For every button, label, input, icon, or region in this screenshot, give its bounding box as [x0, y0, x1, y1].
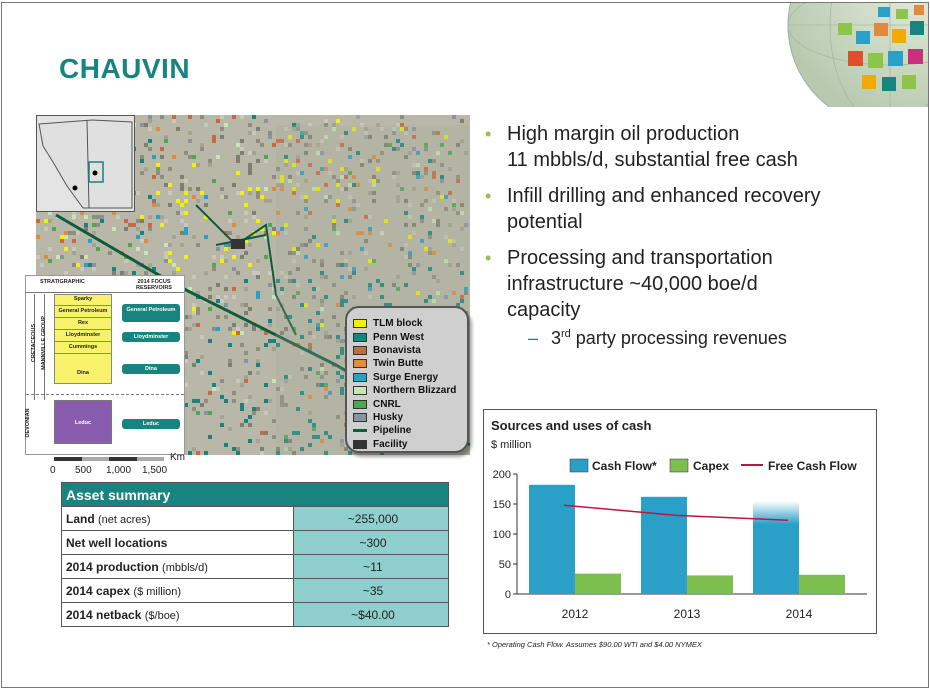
table-row: Land (net acres)~255,000: [62, 507, 449, 531]
row-label: 2014 capex ($ million): [62, 579, 294, 603]
legend-label: Bonavista: [373, 345, 421, 356]
strat-unit: Sparky General Petroleum Rex Lloydminste…: [54, 294, 112, 379]
legend-item: Penn West: [353, 330, 467, 343]
legend-capex-swatch-icon: [670, 459, 688, 472]
legend-label: TLM block: [373, 318, 422, 329]
table-row: Net well locations ~300: [62, 531, 449, 555]
table-row: 2014 production (mbbls/d)~11: [62, 555, 449, 579]
legend-label: Northern Blizzard: [373, 385, 456, 396]
legend-swatch-icon: [353, 319, 367, 328]
strat-header-left: STRATIGRAPHIC: [40, 279, 85, 285]
legend-capex-label: Capex: [693, 459, 729, 473]
scale-tick: 1,000: [106, 465, 131, 476]
legend-swatch-icon: [353, 373, 367, 382]
y-tick-label: 200: [493, 469, 511, 481]
legend-label: CNRL: [373, 399, 401, 410]
legend-swatch-icon: [353, 333, 367, 342]
y-tick-label: 50: [499, 559, 511, 571]
legend-item: TLM block: [353, 317, 467, 330]
facility-swatch-icon: [353, 440, 367, 449]
strat-unit-leduc: Leduc: [54, 400, 112, 444]
map-scale: Km 0 500 1,000 1,500: [50, 455, 210, 479]
bar-capex: [687, 575, 733, 594]
bar-cash-flow: [641, 497, 687, 594]
table-row: 2014 capex ($ million)~35: [62, 579, 449, 603]
province-outline-icon: [37, 116, 134, 211]
reservoir-badge: General Petroleum: [122, 304, 180, 322]
legend-cash-flow-label: Cash Flow*: [592, 459, 657, 473]
legend-item-pipeline: Pipeline: [353, 424, 467, 437]
bullet-item: Infill drilling and enhanced recovery po…: [484, 183, 914, 235]
reservoir-badge: Lloydminster: [122, 332, 180, 342]
legend-item: Husky: [353, 411, 467, 424]
legend-item: Northern Blizzard: [353, 384, 467, 397]
legend-item-facility: Facility: [353, 438, 467, 451]
legend-label: Husky: [373, 412, 403, 423]
scale-tick: 1,500: [142, 465, 167, 476]
legend-item: Bonavista: [353, 344, 467, 357]
row-label: 2014 production (mbbls/d): [62, 555, 294, 579]
scale-unit: Km: [170, 452, 185, 463]
reservoir-badge: Dina: [122, 364, 180, 374]
row-label: Land (net acres): [62, 507, 294, 531]
x-tick-label: 2012: [562, 607, 589, 621]
map-legend: TLM block Penn West Bonavista Twin Butte Sur…: [345, 306, 469, 453]
bar-cash-flow: [529, 485, 575, 594]
bar-capex: [799, 575, 845, 594]
row-value: ~11: [294, 555, 449, 579]
legend-swatch-icon: [353, 386, 367, 395]
legend-label: Twin Butte: [373, 358, 423, 369]
bullet-list: High margin oil production 11 mbbls/d, s…: [484, 121, 914, 351]
chart-legend: Cash Flow* Capex Free Cash Flow: [570, 459, 857, 473]
devonian-label: DEVONIAN: [25, 393, 31, 453]
page-title: CHAUVIN: [59, 53, 190, 85]
bar-capex: [575, 574, 621, 594]
legend-swatch-icon: [353, 400, 367, 409]
sub-bullet-item: –3rd party processing revenues: [484, 325, 914, 351]
row-value: ~35: [294, 579, 449, 603]
bullet-item: Processing and transportation infrastruc…: [484, 245, 914, 323]
legend-item: CNRL: [353, 397, 467, 410]
x-tick-label: 2013: [674, 607, 701, 621]
row-value: ~$40.00: [294, 603, 449, 627]
locator-inset-map: [36, 115, 135, 212]
scale-bar-icon: [54, 457, 164, 461]
y-tick-label: 100: [493, 529, 511, 541]
row-label: Net well locations: [62, 531, 294, 555]
stratigraphic-column: STRATIGRAPHIC 2014 FOCUS RESERVOIRS CRET…: [25, 275, 185, 455]
pipeline-swatch-icon: [353, 429, 367, 432]
legend-swatch-icon: [353, 346, 367, 355]
era-label: CRETACEOUS: [31, 303, 37, 383]
legend-label: Penn West: [373, 332, 424, 343]
scale-tick: 500: [75, 465, 92, 476]
strat-header-right: 2014 FOCUS RESERVOIRS: [124, 279, 184, 291]
y-tick-label: 150: [493, 499, 511, 511]
table-header: Asset summary: [62, 483, 449, 507]
row-value: ~300: [294, 531, 449, 555]
legend-cash-flow-swatch-icon: [570, 459, 588, 472]
bar-cash-flow: [753, 501, 799, 594]
table-row: 2014 netback ($/boe)~$40.00: [62, 603, 449, 627]
row-label: 2014 netback ($/boe): [62, 603, 294, 627]
legend-item: Surge Energy: [353, 371, 467, 384]
legend-fcf-label: Free Cash Flow: [768, 459, 857, 473]
scale-tick: 0: [50, 465, 56, 476]
legend-swatch-icon: [353, 359, 367, 368]
group-label: MANNVILLE GROUP: [41, 303, 47, 383]
globe-logo-icon: [778, 3, 928, 107]
y-tick-label: 0: [505, 589, 511, 601]
legend-item: Twin Butte: [353, 357, 467, 370]
bullet-item: High margin oil production 11 mbbls/d, s…: [484, 121, 914, 173]
row-value: ~255,000: [294, 507, 449, 531]
x-tick-label: 2014: [786, 607, 813, 621]
footnote: * Operating Cash Flow. Assumes $90.00 WT…: [487, 640, 702, 649]
chart-plot: 0 50 100 150 200 2012 2013 2014 Cash Flow* Capex F…: [484, 410, 876, 633]
legend-label: Surge Energy: [373, 372, 438, 383]
reservoir-badge: Leduc: [122, 419, 180, 429]
legend-swatch-icon: [353, 413, 367, 422]
